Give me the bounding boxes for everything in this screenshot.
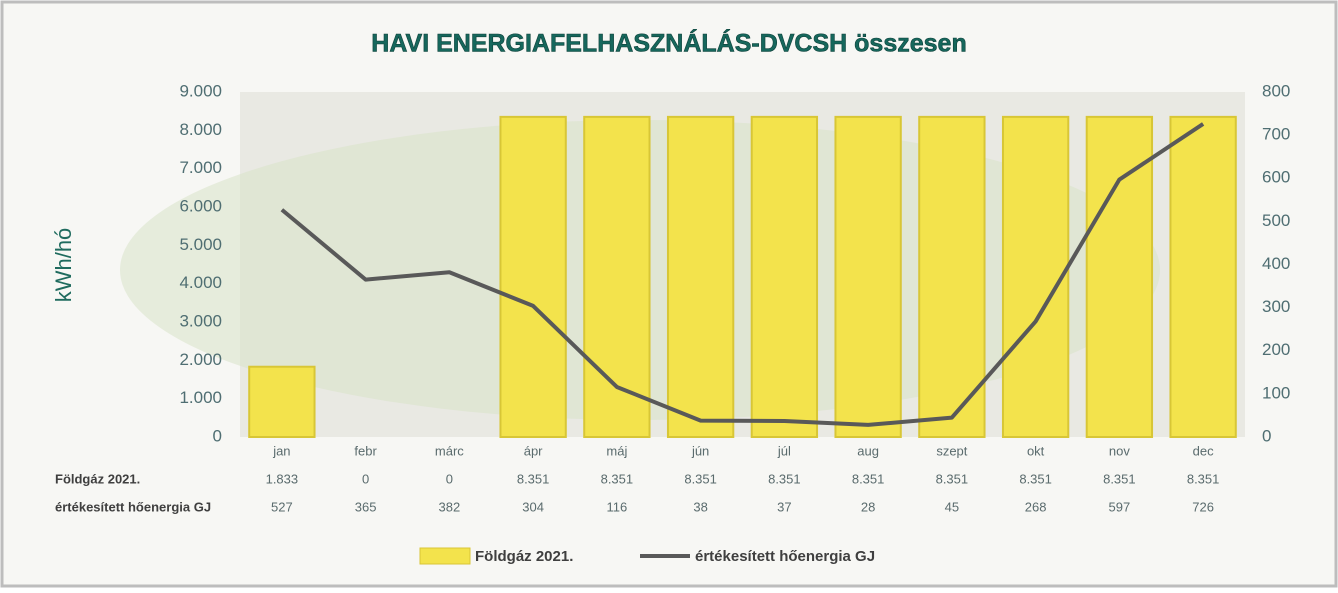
y-tick-label: 7.000 (179, 158, 222, 177)
table-cell: 0 (362, 471, 369, 486)
table-cell: 304 (522, 499, 544, 514)
y2-tick-label: 800 (1262, 81, 1290, 100)
x-tick-label: jan (272, 443, 290, 458)
table-cell: 527 (271, 499, 293, 514)
table-cell: 8.351 (936, 471, 969, 486)
y-tick-label: 0 (213, 426, 222, 445)
y2-tick-label: 700 (1262, 125, 1290, 144)
y2-tick-label: 200 (1262, 340, 1290, 359)
table-cell: 8.351 (768, 471, 801, 486)
bar (750, 115, 819, 439)
y2-tick-label: 100 (1262, 383, 1290, 402)
table-cell: 28 (861, 499, 875, 514)
table-cell: 38 (693, 499, 707, 514)
legend-label: Földgáz 2021. (475, 548, 573, 565)
table-cell: 8.351 (1103, 471, 1136, 486)
x-tick-label: okt (1027, 443, 1045, 458)
table-cell: 8.351 (684, 471, 717, 486)
x-tick-label: szept (936, 443, 967, 458)
y-axis-label: kWh/hó (51, 228, 76, 303)
x-tick-label: febr (354, 443, 377, 458)
table-cell: 1.833 (266, 471, 299, 486)
table-cell: 365 (355, 499, 377, 514)
bar (918, 115, 986, 439)
x-tick-label: máj (606, 443, 627, 458)
x-tick-label: ápr (524, 443, 543, 458)
legend-swatch (419, 547, 471, 565)
y-tick-label: 4.000 (179, 273, 222, 292)
table-cell: 726 (1192, 499, 1214, 514)
y-tick-label: 3.000 (179, 311, 222, 330)
table-cell: 382 (439, 499, 461, 514)
y2-tick-label: 300 (1262, 297, 1290, 316)
y2-tick-label: 400 (1262, 254, 1290, 273)
bar (1001, 115, 1070, 439)
bar (834, 115, 902, 439)
table-cell: 0 (446, 471, 453, 486)
y-tick-label: 8.000 (179, 120, 222, 139)
table-cell: 45 (945, 499, 959, 514)
y-tick-label: 1.000 (179, 388, 222, 407)
bar (248, 365, 316, 438)
table-row-label: Földgáz 2021. (55, 471, 140, 486)
bar (1169, 115, 1237, 439)
y2-tick-label: 500 (1262, 211, 1290, 230)
table-row-label: értékesített hőenergia GJ (55, 499, 211, 514)
bar (583, 115, 651, 439)
x-tick-label: aug (857, 443, 879, 458)
y2-tick-label: 600 (1262, 168, 1290, 187)
bar (499, 115, 567, 439)
table-cell: 8.351 (1187, 471, 1220, 486)
bar (1085, 115, 1154, 439)
y-tick-label: 9.000 (179, 81, 222, 100)
x-tick-label: nov (1109, 443, 1130, 458)
table-cell: 8.351 (517, 471, 550, 486)
table-cell: 37 (777, 499, 791, 514)
y-tick-label: 5.000 (179, 235, 222, 254)
table-cell: 8.351 (1019, 471, 1052, 486)
y-tick-label: 2.000 (179, 350, 222, 369)
table-cell: 116 (607, 499, 628, 514)
legend-label: értékesített hőenergia GJ (695, 548, 875, 565)
table-cell: 268 (1025, 499, 1047, 514)
y2-tick-label: 0 (1262, 426, 1271, 445)
x-tick-label: dec (1193, 443, 1214, 458)
bar (666, 115, 735, 439)
line (280, 122, 1205, 427)
table-cell: 8.351 (601, 471, 634, 486)
table-cell: 8.351 (852, 471, 885, 486)
table-cell: 597 (1109, 499, 1131, 514)
x-tick-label: jún (691, 443, 709, 458)
x-tick-label: júl (777, 443, 791, 458)
y-tick-label: 6.000 (179, 196, 222, 215)
x-tick-label: márc (435, 443, 464, 458)
chart-title: HAVI ENERGIAFELHASZNÁLÁS-DVCSH összesen (371, 29, 966, 58)
